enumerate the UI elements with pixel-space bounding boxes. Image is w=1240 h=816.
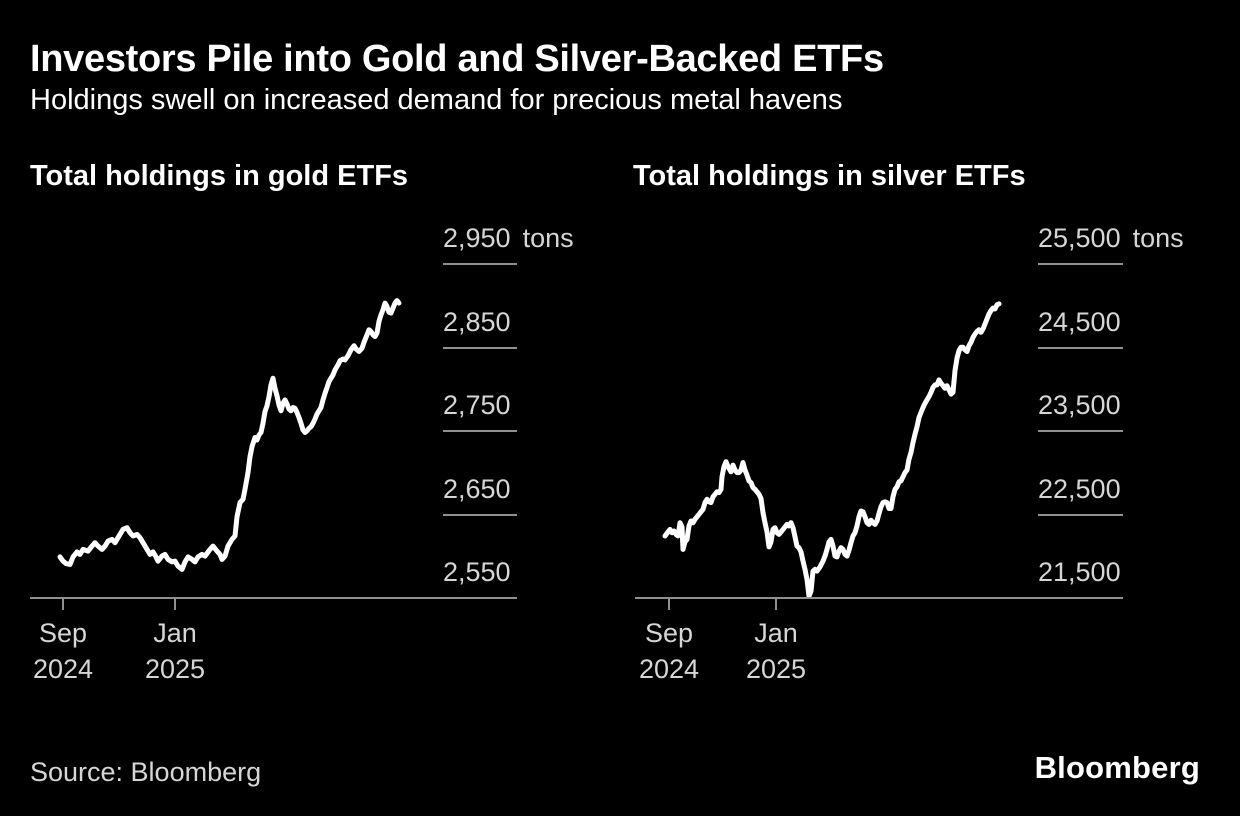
- month-label: Jan: [754, 618, 798, 648]
- gold-y-tick-line: [443, 514, 517, 516]
- silver-y-axis-tick-label: 24,500: [1038, 307, 1121, 337]
- silver-y-axis-tick-label: 23,500: [1038, 390, 1121, 420]
- month-label: Jan: [153, 618, 197, 648]
- tick-value: 2,950: [443, 223, 511, 253]
- silver-y-axis-tick-label: 22,500: [1038, 474, 1121, 504]
- source-label: Source: Bloomberg: [30, 757, 262, 787]
- gold-y-axis-tick-label: 2,950 tons: [443, 223, 574, 253]
- silver-y-tick-line: [1038, 263, 1123, 265]
- silver-y-tick-line: [1038, 430, 1123, 432]
- gold-holdings-line: [57, 298, 402, 572]
- chart-title: Investors Pile into Gold and Silver-Back…: [30, 38, 884, 80]
- gold-y-axis-tick-label: 2,650: [443, 474, 511, 504]
- silver-holdings-line: [662, 301, 1002, 599]
- silver-y-axis-tick-label: 21,500: [1038, 557, 1121, 587]
- gold-x-tick-mark: [174, 597, 176, 610]
- silver-x-axis-tick-label: Sep 2024: [609, 615, 729, 687]
- gold-y-axis-tick-label: 2,550: [443, 557, 511, 587]
- gold-y-tick-line: [443, 347, 517, 349]
- year-label: 2025: [144, 654, 206, 684]
- tick-value: 2,850: [443, 307, 511, 337]
- gold-x-axis-tick-label: Jan 2025: [115, 615, 235, 687]
- gold-x-tick-mark: [62, 597, 64, 610]
- tick-value: 23,500: [1038, 390, 1121, 420]
- gold-y-tick-line: [443, 263, 517, 265]
- silver-x-tick-mark: [668, 597, 670, 610]
- silver-x-axis-tick-label: Jan 2025: [716, 615, 836, 687]
- gold-x-axis-tick-label: Sep 2024: [3, 615, 123, 687]
- axis-unit-label: tons: [1132, 223, 1184, 253]
- silver-y-tick-line: [1038, 347, 1123, 349]
- gold-y-axis-tick-label: 2,750: [443, 390, 511, 420]
- gold-y-axis-tick-label: 2,850: [443, 307, 511, 337]
- gold-x-axis-line: [30, 597, 517, 599]
- year-label: 2025: [745, 654, 807, 684]
- silver-x-axis-line: [635, 597, 1123, 599]
- tick-value: 2,650: [443, 474, 511, 504]
- year-label: 2024: [638, 654, 700, 684]
- silver-y-tick-line: [1038, 514, 1123, 516]
- month-label: Sep: [38, 618, 88, 648]
- tick-value: 22,500: [1038, 474, 1121, 504]
- gold-panel-title: Total holdings in gold ETFs: [30, 160, 409, 192]
- bloomberg-logo: Bloomberg: [1034, 750, 1200, 785]
- tick-value: 2,550: [443, 557, 511, 587]
- tick-value: 25,500: [1038, 223, 1121, 253]
- month-label: Sep: [644, 618, 694, 648]
- tick-value: 21,500: [1038, 557, 1121, 587]
- year-label: 2024: [32, 654, 94, 684]
- tick-value: 2,750: [443, 390, 511, 420]
- chart-subtitle: Holdings swell on increased demand for p…: [30, 84, 843, 116]
- silver-panel-title: Total holdings in silver ETFs: [633, 160, 1026, 192]
- silver-y-axis-tick-label: 25,500 tons: [1038, 223, 1184, 253]
- silver-x-tick-mark: [775, 597, 777, 610]
- tick-value: 24,500: [1038, 307, 1121, 337]
- gold-y-tick-line: [443, 430, 517, 432]
- axis-unit-label: tons: [522, 223, 574, 253]
